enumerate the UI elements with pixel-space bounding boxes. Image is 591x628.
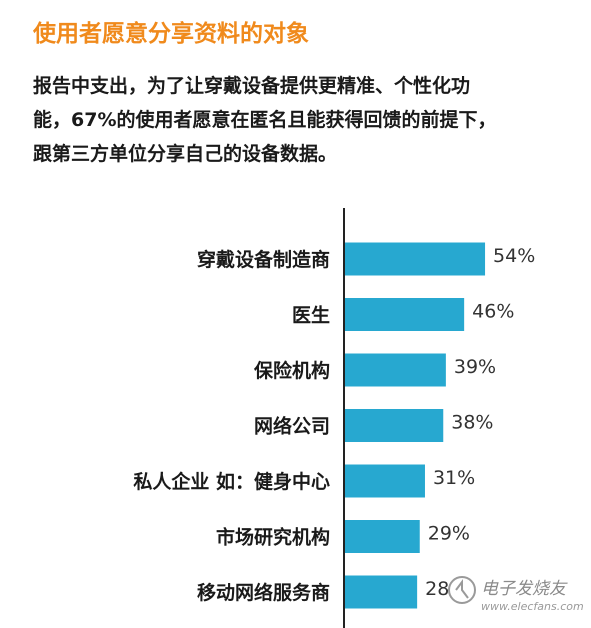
value-label-4: 38% bbox=[451, 412, 493, 434]
bar-chart: 穿戴设备制造商 54% 医生 46% 保险机构 39% 网络公司 38% 私人企业 如：健身中心… bbox=[133, 208, 584, 628]
category-label-3: 保险机构 bbox=[253, 359, 330, 382]
watermark-bolt-icon bbox=[455, 579, 469, 599]
category-label-2: 医生 bbox=[292, 304, 330, 327]
bar-2 bbox=[344, 298, 465, 331]
bar-1 bbox=[344, 242, 486, 276]
value-label-2: 46% bbox=[472, 301, 514, 323]
category-label-4: 网络公司 bbox=[254, 415, 330, 438]
bar-4 bbox=[344, 409, 444, 442]
value-label-1: 54% bbox=[493, 245, 535, 267]
category-label-6: 市场研究机构 bbox=[216, 526, 330, 549]
value-label-7: 28 bbox=[425, 578, 449, 600]
watermark-logo-icon bbox=[448, 576, 476, 604]
category-label-7: 移动网络服务商 bbox=[197, 581, 330, 604]
bar-5 bbox=[344, 464, 425, 498]
watermark-url: www.elecfans.com bbox=[481, 600, 584, 613]
value-label-6: 29% bbox=[428, 523, 470, 545]
description-line-2: 能，67%的使用者愿意在匿名且能获得回馈的前提下， bbox=[33, 109, 497, 131]
bar-3 bbox=[344, 353, 446, 387]
value-label-3: 39% bbox=[454, 356, 496, 378]
description-line-3: 跟第三方单位分享自己的设备数据。 bbox=[33, 143, 338, 165]
bar-6 bbox=[344, 520, 420, 553]
description-line-1: 报告中支出，为了让穿戴设备提供更精准、个性化功 bbox=[33, 75, 471, 97]
bar-7 bbox=[344, 575, 418, 609]
category-label-5: 私人企业 如：健身中心 bbox=[133, 470, 330, 493]
report-description: 报告中支出，为了让穿戴设备提供更精准、个性化功 能，67%的使用者愿意在匿名且能… bbox=[33, 69, 591, 171]
page-title: 使用者愿意分享资料的对象 bbox=[33, 21, 309, 47]
category-label-1: 穿戴设备制造商 bbox=[197, 248, 330, 271]
watermark-name: 电子发烧友 bbox=[481, 579, 568, 599]
value-label-5: 31% bbox=[433, 467, 475, 489]
